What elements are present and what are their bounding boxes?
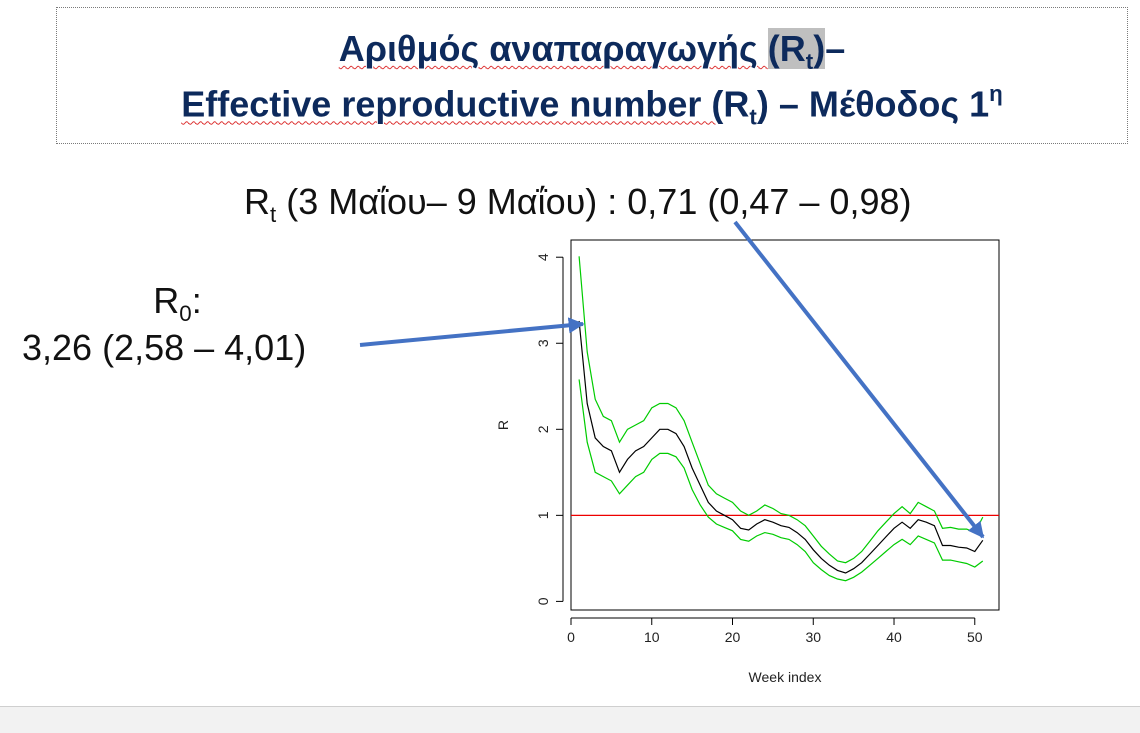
rt-symbol-sub: t (270, 201, 277, 227)
x-tick-label: 50 (967, 629, 983, 645)
rt-annotation: Rt (3 Μαΐου– 9 Μαΐου) : 0,71 (0,47 – 0,9… (244, 181, 911, 228)
y-tick-label: 1 (535, 511, 551, 519)
r0-symbol-sub: 0 (179, 300, 192, 326)
title-box: Αριθμός αναπαραγωγής (Rt)– Effective rep… (56, 7, 1128, 144)
y-tick-label: 2 (535, 425, 551, 433)
title-2-symbol-sub: t (749, 104, 757, 130)
plot-frame (570, 239, 1000, 611)
title-line-2: Effective reproductive number (Rt) – Μέθ… (57, 81, 1127, 130)
series-upper-line (578, 256, 984, 564)
title-1-symbol-main: R (779, 28, 806, 69)
y-tick-label: 0 (535, 597, 551, 605)
title-1-symbol-sub: t (805, 48, 814, 74)
title-1-text: Αριθμός αναπαραγωγής (338, 28, 768, 69)
r0-suffix: : (191, 280, 202, 321)
x-tick-label: 30 (805, 629, 821, 645)
title-2-symbol-main: R (723, 83, 750, 125)
r0-value: 3,26 (2,58 – 4,01) (22, 327, 307, 368)
y-tick-label: 3 (535, 339, 551, 347)
title-1-suffix: – (825, 28, 846, 69)
title-2-text: Effective reproductive number ( (181, 83, 724, 125)
rt-symbol-main: R (244, 181, 270, 222)
series-lower-line (578, 379, 984, 582)
r0-symbol-main: R (153, 280, 180, 321)
x-tick-label: 40 (886, 629, 902, 645)
x-axis-label: Week index (749, 669, 822, 685)
r0-pointer-arrow (359, 317, 585, 347)
rt-pointer-arrow (733, 220, 985, 539)
title-2-superscript: η (989, 81, 1003, 106)
x-tick-label: 20 (725, 629, 741, 645)
title-line-1: Αριθμός αναπαραγωγής (Rt)– (57, 28, 1127, 75)
r0-label: R0: (0, 280, 355, 327)
series-estimate-line (578, 320, 984, 574)
x-tick-label: 10 (644, 629, 660, 645)
title-1-symbol: (Rt) (767, 28, 826, 74)
x-tick-label: 0 (567, 629, 575, 645)
y-axis-label: R (495, 420, 511, 430)
bottom-status-bar (0, 706, 1140, 733)
y-tick-label: 4 (535, 253, 551, 261)
title-2-suffix: ) – Μέθοδος 1 (756, 83, 990, 125)
rt-text: (3 Μαΐου– 9 Μαΐου) : 0,71 (0,47 – 0,98) (276, 181, 912, 222)
